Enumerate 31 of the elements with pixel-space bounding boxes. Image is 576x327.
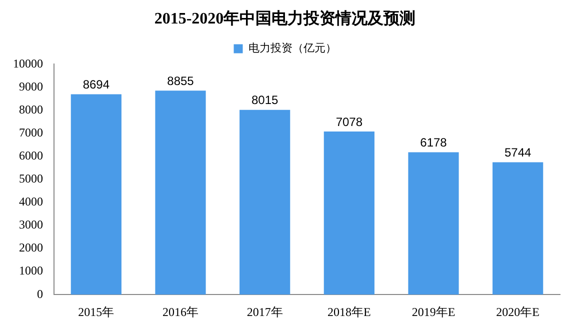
x-tick-label: 2018年E xyxy=(327,304,371,319)
y-tick-label: 1000 xyxy=(19,264,43,278)
chart-title: 2015-2020年中国电力投资情况及预测 xyxy=(154,10,416,28)
y-tick-label: 2000 xyxy=(19,240,43,255)
data-label: 7078 xyxy=(336,114,363,129)
data-label: 6178 xyxy=(420,136,448,150)
x-tick-label: 2015年 xyxy=(78,304,114,319)
bar xyxy=(155,90,206,295)
bar xyxy=(324,132,374,295)
y-tick-label: 7000 xyxy=(19,125,43,140)
x-tick-label: 2016年 xyxy=(162,304,198,319)
bar xyxy=(492,162,544,295)
y-tick-label: 9000 xyxy=(19,79,43,94)
bar xyxy=(240,110,290,295)
y-tick-label: 8000 xyxy=(19,102,43,116)
y-tick-label: 10000 xyxy=(13,56,43,70)
x-tick-label: 2020年E xyxy=(496,304,540,319)
x-tick-label: 2019年E xyxy=(412,304,456,319)
y-tick-label: 5000 xyxy=(19,172,43,186)
y-tick-label: 0 xyxy=(37,286,43,301)
data-label: 5744 xyxy=(504,146,532,160)
y-tick-label: 4000 xyxy=(19,194,43,209)
data-label: 8694 xyxy=(82,78,110,92)
bar xyxy=(70,94,122,295)
legend-label: 电力投资（亿元） xyxy=(248,42,336,55)
bar xyxy=(408,152,459,295)
y-tick-label: 6000 xyxy=(19,148,43,163)
y-tick-label: 3000 xyxy=(19,218,43,232)
data-label: 8855 xyxy=(167,74,194,88)
x-tick-label: 2017年 xyxy=(246,304,283,319)
data-label: 8015 xyxy=(251,93,279,108)
